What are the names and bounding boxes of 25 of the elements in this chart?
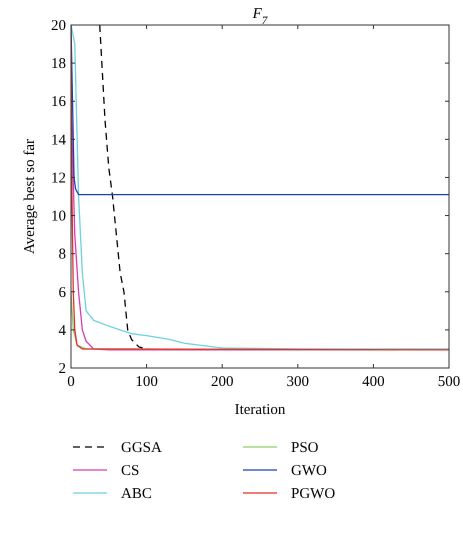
legend-label: GGSA [121,440,162,456]
x-tick-label: 100 [135,374,158,390]
y-tick-label: 6 [58,284,66,301]
y-tick-label: 4 [58,322,66,339]
y-tick-label: 20 [51,18,66,34]
y-tick-label: 18 [51,56,66,72]
legend-label: CS [121,463,140,479]
x-tick-label: 300 [286,374,310,390]
legend-label: ABC [121,486,152,502]
legend-label: GWO [291,463,327,479]
y-tick-label: 12 [51,170,66,186]
x-tick-label: 400 [362,374,385,390]
x-tick-label: 200 [210,374,234,390]
y-tick-label: 8 [58,246,66,263]
x-axis-title: Iteration [234,402,286,418]
y-tick-label: 2 [58,361,66,377]
legend-label: PGWO [291,486,336,502]
x-tick-label: 0 [67,374,75,390]
legend-label: PSO [291,440,319,456]
x-tick-label: 500 [438,374,460,390]
chart-title: F$_{7}$ [252,6,269,27]
y-tick-label: 14 [51,132,66,148]
y-axis-title: Average best so far [22,138,38,254]
y-tick-label: 16 [51,94,66,110]
y-tick-label: 10 [51,208,66,225]
